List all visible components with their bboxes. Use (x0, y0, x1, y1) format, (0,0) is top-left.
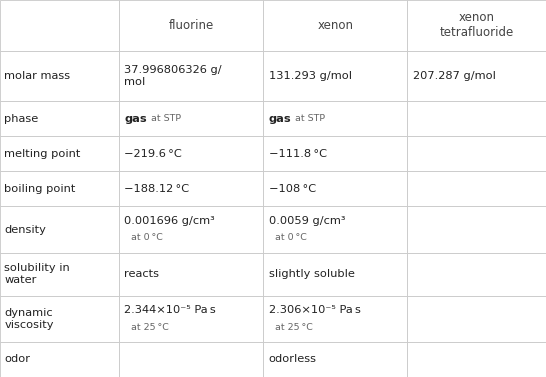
Text: −111.8 °C: −111.8 °C (269, 149, 327, 159)
Bar (407, 342, 546, 377)
Bar (263, 172, 407, 207)
Bar (407, 0, 546, 51)
Text: gas: gas (124, 114, 147, 124)
Text: 0.0059 g/cm³: 0.0059 g/cm³ (269, 216, 345, 226)
Bar (407, 207, 546, 253)
Bar (0, 136, 119, 172)
Text: −219.6 °C: −219.6 °C (124, 149, 182, 159)
Bar (119, 51, 263, 101)
Text: phase: phase (4, 114, 39, 124)
Bar (0, 0, 119, 51)
Text: 2.344×10⁻⁵ Pa s: 2.344×10⁻⁵ Pa s (124, 305, 216, 316)
Bar (119, 253, 263, 296)
Text: at 25 °C: at 25 °C (275, 323, 313, 331)
Text: at 25 °C: at 25 °C (131, 323, 169, 331)
Text: at STP: at STP (289, 114, 325, 123)
Bar (119, 342, 263, 377)
Bar (0, 207, 119, 253)
Bar (119, 296, 263, 342)
Bar (0, 253, 119, 296)
Bar (263, 51, 407, 101)
Text: 37.996806326 g/
mol: 37.996806326 g/ mol (124, 65, 222, 87)
Text: odor: odor (4, 354, 31, 365)
Text: −108 °C: −108 °C (269, 184, 316, 194)
Text: 131.293 g/mol: 131.293 g/mol (269, 71, 352, 81)
Text: boiling point: boiling point (4, 184, 76, 194)
Text: solubility in
water: solubility in water (4, 264, 70, 285)
Bar (407, 101, 546, 136)
Bar (263, 0, 407, 51)
Bar (119, 0, 263, 51)
Text: density: density (4, 225, 46, 234)
Bar (119, 207, 263, 253)
Text: 0.001696 g/cm³: 0.001696 g/cm³ (124, 216, 215, 226)
Text: at 0 °C: at 0 °C (131, 233, 163, 242)
Text: slightly soluble: slightly soluble (269, 269, 354, 279)
Bar (407, 51, 546, 101)
Bar (263, 296, 407, 342)
Bar (0, 51, 119, 101)
Text: reacts: reacts (124, 269, 159, 279)
Text: at 0 °C: at 0 °C (275, 233, 307, 242)
Text: melting point: melting point (4, 149, 81, 159)
Text: at STP: at STP (145, 114, 181, 123)
Text: gas: gas (269, 114, 291, 124)
Bar (263, 136, 407, 172)
Bar (263, 207, 407, 253)
Bar (407, 296, 546, 342)
Text: xenon: xenon (317, 19, 353, 32)
Bar (0, 296, 119, 342)
Bar (263, 342, 407, 377)
Bar (119, 172, 263, 207)
Bar (119, 101, 263, 136)
Text: 207.287 g/mol: 207.287 g/mol (413, 71, 496, 81)
Text: fluorine: fluorine (169, 19, 213, 32)
Bar (407, 253, 546, 296)
Text: −188.12 °C: −188.12 °C (124, 184, 189, 194)
Bar (263, 101, 407, 136)
Text: xenon
tetrafluoride: xenon tetrafluoride (440, 11, 514, 39)
Text: molar mass: molar mass (4, 71, 70, 81)
Bar (407, 172, 546, 207)
Bar (119, 136, 263, 172)
Bar (0, 172, 119, 207)
Text: 2.306×10⁻⁵ Pa s: 2.306×10⁻⁵ Pa s (269, 305, 360, 316)
Bar (407, 136, 546, 172)
Bar (0, 342, 119, 377)
Text: dynamic
viscosity: dynamic viscosity (4, 308, 54, 329)
Bar (263, 253, 407, 296)
Text: odorless: odorless (269, 354, 317, 365)
Bar (0, 101, 119, 136)
